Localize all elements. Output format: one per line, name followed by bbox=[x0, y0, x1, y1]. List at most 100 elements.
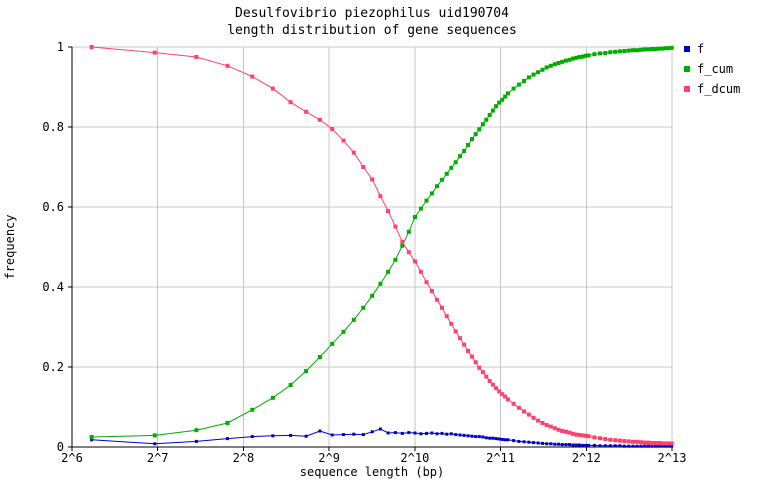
data-point-marker bbox=[617, 49, 622, 54]
data-point-marker bbox=[536, 441, 540, 445]
x-tick-label: 2^11 bbox=[486, 451, 515, 465]
data-point-marker bbox=[567, 57, 572, 62]
data-point-marker bbox=[444, 171, 449, 176]
data-point-marker bbox=[584, 443, 588, 447]
data-point-marker bbox=[352, 432, 356, 436]
data-point-marker bbox=[512, 439, 516, 443]
data-point-marker bbox=[540, 67, 545, 72]
series-f_cum-points bbox=[89, 45, 674, 439]
data-point-marker bbox=[548, 63, 553, 68]
data-point-marker bbox=[449, 321, 454, 326]
data-point-marker bbox=[250, 74, 255, 79]
data-point-marker bbox=[490, 108, 495, 113]
data-point-marker bbox=[435, 432, 439, 436]
data-point-marker bbox=[474, 435, 478, 439]
legend-label-f-cum: f_cum bbox=[697, 62, 734, 76]
legend-marker-f-dcum-icon bbox=[684, 86, 690, 92]
data-point-marker bbox=[531, 72, 536, 77]
data-point-marker bbox=[654, 444, 658, 448]
data-point-marker bbox=[583, 433, 588, 438]
data-point-marker bbox=[581, 443, 585, 447]
data-point-marker bbox=[487, 379, 492, 383]
data-point-marker bbox=[330, 433, 334, 437]
data-point-marker bbox=[89, 45, 94, 49]
data-point-marker bbox=[458, 154, 462, 159]
data-point-marker bbox=[598, 436, 602, 441]
data-point-marker bbox=[635, 444, 639, 448]
data-point-marker bbox=[491, 436, 495, 440]
data-point-marker bbox=[304, 369, 309, 373]
data-point-marker bbox=[511, 86, 516, 91]
data-point-marker bbox=[650, 47, 655, 51]
data-point-marker bbox=[592, 443, 596, 447]
data-point-marker bbox=[657, 444, 661, 448]
data-point-marker bbox=[540, 421, 545, 425]
data-point-marker bbox=[657, 46, 661, 51]
data-point-marker bbox=[429, 191, 434, 196]
data-point-marker bbox=[462, 433, 466, 437]
y-tick-label: 0 bbox=[57, 440, 64, 454]
data-point-marker bbox=[225, 421, 230, 425]
y-tick-label: 0.2 bbox=[42, 360, 64, 374]
data-point-marker bbox=[639, 444, 643, 448]
x-tick-label: 2^7 bbox=[147, 451, 169, 465]
data-point-marker bbox=[653, 441, 658, 445]
data-point-marker bbox=[571, 443, 575, 447]
data-point-marker bbox=[318, 429, 322, 433]
data-point-marker bbox=[526, 75, 531, 80]
data-point-marker bbox=[642, 440, 647, 445]
data-point-marker bbox=[407, 431, 411, 435]
data-point-marker bbox=[194, 439, 198, 443]
legend-marker-f-icon bbox=[684, 46, 690, 52]
data-point-marker bbox=[626, 48, 631, 53]
data-point-marker bbox=[473, 360, 478, 365]
x-tick-label: 2^13 bbox=[658, 451, 687, 465]
data-point-marker bbox=[406, 229, 411, 234]
data-point-marker bbox=[413, 259, 417, 264]
data-point-marker bbox=[500, 97, 505, 102]
data-point-marker bbox=[361, 165, 366, 169]
data-point-marker bbox=[664, 444, 667, 448]
data-point-marker bbox=[552, 62, 557, 67]
data-point-marker bbox=[557, 442, 561, 446]
data-point-marker bbox=[608, 437, 613, 442]
data-point-marker bbox=[598, 51, 602, 56]
data-point-marker bbox=[152, 50, 157, 55]
legend-label-f-dcum: f_dcum bbox=[697, 82, 741, 96]
data-point-marker bbox=[400, 239, 405, 244]
data-point-marker bbox=[250, 435, 254, 439]
data-point-marker bbox=[361, 305, 366, 310]
data-point-marker bbox=[560, 429, 565, 433]
data-point-marker bbox=[635, 48, 639, 53]
data-point-marker bbox=[622, 439, 627, 443]
data-point-marker bbox=[631, 439, 635, 444]
data-point-marker bbox=[626, 439, 631, 444]
data-point-marker bbox=[567, 430, 572, 435]
data-point-marker bbox=[592, 52, 597, 57]
chart-title-line1: Desulfovibrio piezophilus uid190704 bbox=[235, 6, 509, 21]
data-point-marker bbox=[454, 433, 458, 437]
data-point-marker bbox=[516, 82, 521, 87]
data-point-marker bbox=[631, 444, 635, 448]
data-point-marker bbox=[386, 209, 391, 213]
data-point-marker bbox=[564, 429, 568, 434]
data-point-marker bbox=[488, 436, 492, 440]
data-point-marker bbox=[400, 431, 404, 435]
data-point-marker bbox=[153, 442, 157, 446]
x-tick-label: 2^12 bbox=[572, 451, 601, 465]
data-point-marker bbox=[462, 342, 467, 347]
data-point-marker bbox=[650, 444, 654, 448]
data-point-marker bbox=[570, 56, 575, 61]
data-point-marker bbox=[440, 177, 444, 182]
data-point-marker bbox=[449, 432, 453, 436]
data-point-marker bbox=[330, 127, 335, 131]
data-point-marker bbox=[500, 437, 504, 441]
data-point-marker bbox=[506, 397, 510, 402]
data-point-marker bbox=[516, 405, 521, 410]
legend-item-f: f bbox=[679, 39, 740, 59]
data-point-marker bbox=[424, 198, 429, 203]
data-point-marker bbox=[532, 441, 536, 445]
data-point-marker bbox=[531, 415, 536, 420]
data-point-marker bbox=[646, 440, 651, 445]
